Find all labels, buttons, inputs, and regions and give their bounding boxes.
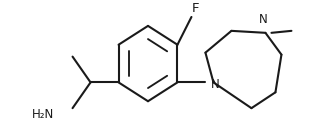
Text: N: N — [259, 13, 268, 26]
Text: N: N — [211, 78, 219, 91]
Text: F: F — [192, 2, 199, 14]
Text: H₂N: H₂N — [32, 108, 55, 121]
